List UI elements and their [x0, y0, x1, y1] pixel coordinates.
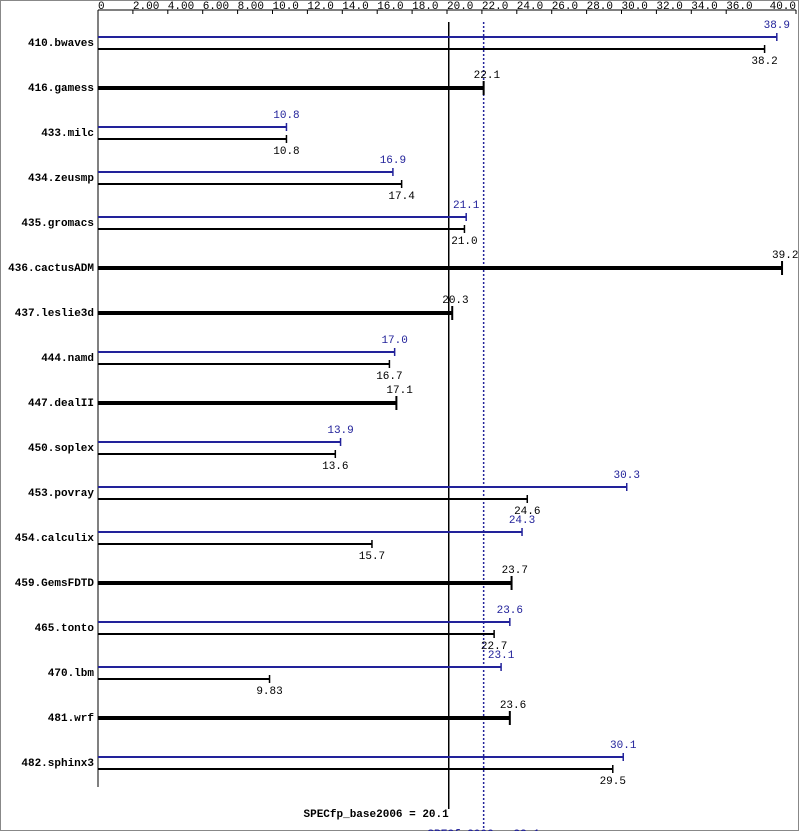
x-tick-label: 10.0 — [273, 1, 299, 13]
value-label: 38.9 — [764, 20, 790, 32]
value-label: 38.2 — [751, 56, 777, 68]
x-tick-label: 22.0 — [482, 1, 508, 13]
category-label: 447.dealII — [28, 398, 94, 410]
x-tick-label: 16.0 — [377, 1, 403, 13]
category-label: 436.cactusADM — [8, 263, 94, 275]
value-label: 23.6 — [500, 700, 526, 712]
category-label: 433.milc — [41, 128, 94, 140]
value-label: 24.6 — [514, 506, 540, 518]
x-tick-label: 2.00 — [133, 1, 159, 13]
category-label: 450.soplex — [28, 443, 94, 455]
x-tick-label: 20.0 — [447, 1, 473, 13]
value-label: 20.3 — [442, 295, 468, 307]
category-label: 410.bwaves — [28, 38, 94, 50]
value-label: 29.5 — [600, 776, 626, 788]
x-tick-label: 36.0 — [726, 1, 752, 13]
x-tick-label: 12.0 — [307, 1, 333, 13]
category-label: 434.zeusmp — [28, 173, 94, 185]
reference-label: SPECfp2006 = 22.1 — [428, 829, 541, 831]
category-label: 481.wrf — [48, 713, 95, 725]
x-tick-label: 0 — [98, 1, 105, 13]
value-label: 9.83 — [256, 686, 282, 698]
x-tick-label: 4.00 — [168, 1, 194, 13]
category-label: 454.calculix — [15, 533, 95, 545]
value-label: 17.0 — [381, 335, 407, 347]
value-label: 24.3 — [509, 515, 535, 527]
reference-label: SPECfp_base2006 = 20.1 — [304, 809, 450, 821]
value-label: 22.7 — [481, 641, 507, 653]
category-label: 459.GemsFDTD — [15, 578, 95, 590]
value-label: 15.7 — [359, 551, 385, 563]
value-label: 10.8 — [273, 146, 299, 158]
value-label: 22.1 — [474, 70, 501, 82]
value-label: 21.1 — [453, 200, 480, 212]
x-tick-label: 26.0 — [552, 1, 578, 13]
x-tick-label: 34.0 — [691, 1, 717, 13]
category-label: 416.gamess — [28, 83, 94, 95]
x-tick-label: 40.0 — [770, 1, 796, 13]
value-label: 30.1 — [610, 740, 637, 752]
x-tick-label: 8.00 — [238, 1, 264, 13]
x-tick-label: 30.0 — [622, 1, 648, 13]
category-label: 444.namd — [41, 353, 94, 365]
value-label: 23.7 — [502, 565, 528, 577]
x-tick-label: 24.0 — [517, 1, 543, 13]
category-label: 465.tonto — [35, 623, 95, 635]
category-label: 437.leslie3d — [15, 308, 94, 320]
value-label: 23.1 — [488, 650, 515, 662]
x-tick-label: 6.00 — [203, 1, 229, 13]
value-label: 39.2 — [772, 250, 798, 262]
value-label: 13.9 — [327, 425, 353, 437]
x-tick-label: 28.0 — [587, 1, 613, 13]
x-tick-label: 32.0 — [656, 1, 682, 13]
category-label: 435.gromacs — [21, 218, 94, 230]
category-label: 470.lbm — [48, 668, 95, 680]
category-label: 482.sphinx3 — [21, 758, 94, 770]
value-label: 23.6 — [497, 605, 523, 617]
value-label: 16.9 — [380, 155, 406, 167]
category-label: 453.povray — [28, 488, 94, 500]
value-label: 17.4 — [388, 191, 415, 203]
value-label: 21.0 — [451, 236, 477, 248]
value-label: 16.7 — [376, 371, 402, 383]
value-label: 13.6 — [322, 461, 348, 473]
value-label: 17.1 — [386, 385, 413, 397]
x-tick-label: 14.0 — [342, 1, 368, 13]
x-tick-label: 18.0 — [412, 1, 438, 13]
value-label: 30.3 — [614, 470, 640, 482]
value-label: 10.8 — [273, 110, 299, 122]
